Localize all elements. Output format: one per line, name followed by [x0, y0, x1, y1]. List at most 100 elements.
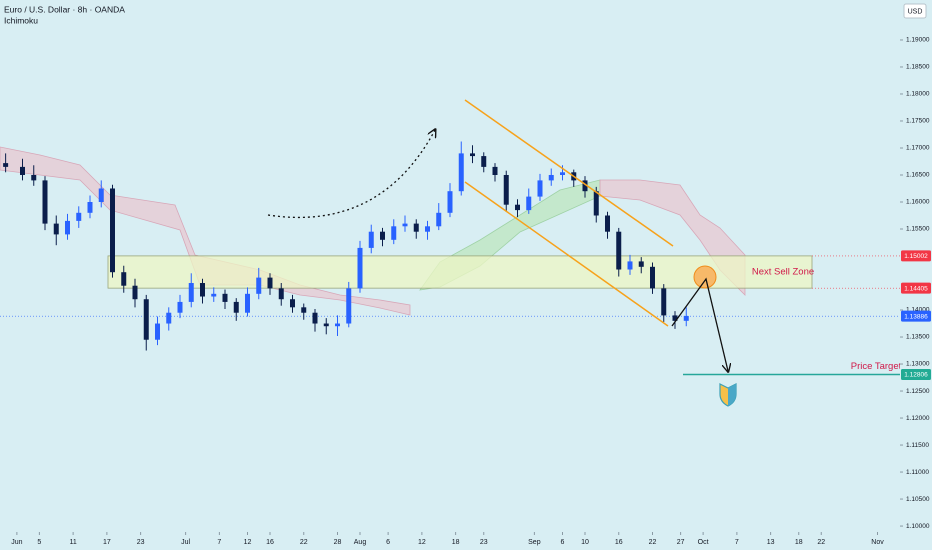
candle-body: [492, 166, 498, 175]
projection-arrow: [671, 277, 728, 371]
candle-body: [368, 231, 374, 248]
y-tick-label: 1.13500: [906, 334, 930, 341]
candle-body: [672, 315, 678, 321]
price-label-box: [901, 250, 931, 262]
candle-body: [661, 288, 667, 316]
x-tick-label: 6: [561, 539, 565, 546]
candle-body: [683, 315, 689, 321]
x-tick-label: 28: [334, 539, 342, 546]
x-tick-label: 18: [795, 539, 803, 546]
x-tick-label: 11: [69, 539, 76, 546]
channel-upper: [464, 99, 674, 247]
x-tick-label: 10: [581, 539, 589, 546]
price-label: 1.12806: [904, 372, 928, 379]
candle-body: [470, 153, 475, 157]
candle-body: [20, 166, 25, 175]
candle-body: [155, 323, 160, 340]
annotations: [267, 99, 737, 407]
x-tick-label: 22: [817, 539, 825, 546]
candle-body: [290, 299, 295, 308]
x-tick-label: 27: [677, 539, 685, 546]
candle-body: [548, 174, 554, 181]
x-tick-label: 22: [300, 539, 308, 546]
candle-body: [593, 191, 599, 216]
price-label: 1.15002: [904, 253, 928, 260]
entry-circle: [693, 265, 717, 289]
currency: USD: [908, 8, 923, 15]
candle-body: [110, 188, 115, 273]
x-tick-label: 5: [37, 539, 41, 546]
candle-body: [245, 293, 250, 313]
time-axis: [0, 532, 932, 550]
x-tick-label: Oct: [698, 539, 709, 546]
x-tick-label: 23: [480, 539, 488, 546]
candle-body: [323, 323, 329, 327]
x-tick-label: Nov: [871, 539, 884, 546]
candle-body: [177, 301, 183, 313]
y-tick-label: 1.10500: [906, 496, 930, 503]
candle-body: [278, 288, 284, 300]
x-tick-label: Aug: [354, 539, 367, 546]
candle-body: [402, 223, 408, 227]
price-label-box: [901, 369, 931, 381]
y-tick-label: 1.13000: [906, 361, 930, 368]
candle-body: [526, 196, 532, 211]
candle-body: [53, 223, 59, 235]
candle-body: [458, 153, 464, 192]
candle-body: [537, 180, 543, 197]
x-tick-label: 7: [735, 539, 739, 546]
price-label-box: [901, 282, 931, 294]
x-tick-label: 12: [244, 539, 252, 546]
y-tick-label: 1.14000: [906, 307, 930, 314]
candle-body: [87, 201, 93, 213]
candle-body: [211, 293, 217, 297]
price-label: 1.14405: [904, 285, 928, 292]
candle-body: [481, 156, 487, 167]
x-tick-label: Jun: [11, 539, 22, 546]
candle-body: [425, 226, 430, 232]
x-tick-label: 23: [137, 539, 145, 546]
x-tick-label: 12: [418, 539, 426, 546]
y-tick-label: 1.10000: [906, 523, 930, 530]
y-tick-label: 1.18500: [906, 64, 930, 71]
candle-body: [200, 283, 205, 297]
y-tick-label: 1.12500: [906, 388, 930, 395]
x-tick-label: 6: [386, 539, 390, 546]
candle-body: [301, 307, 307, 313]
x-tick-label: 18: [452, 539, 460, 546]
candle-body: [42, 180, 48, 224]
x-tick-label: 7: [217, 539, 221, 546]
candle-body: [98, 188, 104, 202]
candle-body: [638, 261, 644, 267]
y-tick-label: 1.19000: [906, 37, 930, 44]
channel-lower: [464, 181, 669, 327]
candle-body: [267, 277, 273, 289]
price-axis: [900, 0, 932, 550]
candle-body: [132, 285, 138, 300]
y-tick-label: 1.11500: [906, 442, 929, 449]
candle-body: [335, 323, 340, 327]
candle-body: [31, 174, 37, 181]
y-tick-label: 1.15500: [906, 226, 930, 233]
x-tick-label: 17: [103, 539, 111, 546]
x-tick-label: 16: [615, 539, 623, 546]
x-tick-label: Jul: [181, 539, 190, 546]
candle-body: [616, 231, 622, 270]
candle-body: [3, 163, 9, 167]
candle-body: [65, 220, 70, 235]
y-tick-label: 1.12000: [906, 415, 930, 422]
candle-body: [121, 272, 127, 286]
y-tick-label: 1.17500: [906, 118, 930, 125]
candle-body: [436, 212, 442, 227]
candle-body: [256, 277, 262, 294]
sell-zone-label: Next Sell Zone: [752, 267, 814, 278]
candle-body: [582, 180, 588, 192]
candle-body: [357, 247, 363, 289]
x-tick-label: 16: [266, 539, 274, 546]
candle-body: [188, 283, 194, 302]
candle-body: [312, 312, 318, 324]
candle-body: [413, 223, 419, 232]
y-tick-label: 1.17000: [906, 145, 930, 152]
target-label: Price Target: [851, 361, 902, 372]
